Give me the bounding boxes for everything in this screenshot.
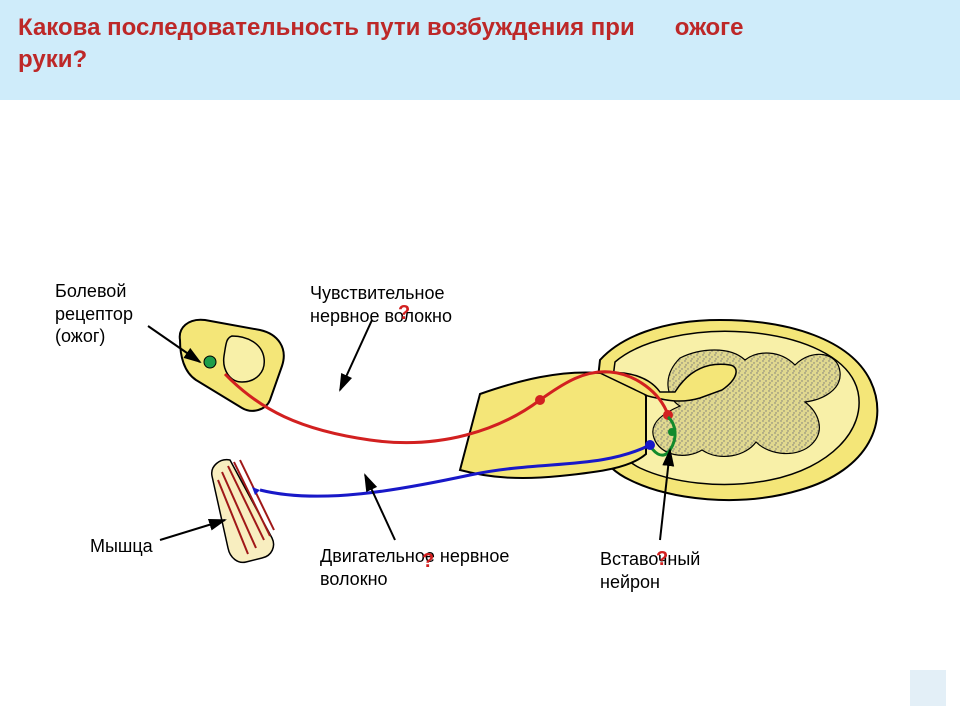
nerve-bundle-sheath: [460, 372, 646, 478]
motor-fiber-label: Двигательное нервное волокно: [320, 545, 520, 590]
muscle: [212, 460, 274, 563]
interneuron-label: Вставочный нейрон: [600, 548, 740, 593]
motor-cell-body: [645, 440, 655, 450]
pain-receptor-dot: [204, 356, 216, 368]
pain-receptor-label: Болевой рецептор (ожог): [55, 280, 133, 348]
muscle-label: Мышца: [90, 535, 153, 558]
motor-fiber-arrow: [365, 475, 395, 540]
muscle-arrow: [160, 520, 225, 540]
sensory-cell-body: [535, 395, 545, 405]
sensory-fiber-label: Чувствительное нервное волокно: [310, 282, 452, 327]
sensory-fiber-arrow: [340, 320, 372, 390]
interneuron-body: [668, 428, 676, 436]
motor-terminal: [252, 487, 260, 495]
nav-next-placeholder[interactable]: [910, 670, 946, 706]
qmark-motor: ?: [422, 550, 434, 573]
fingertip: [180, 320, 284, 411]
qmark-sensory: ?: [398, 302, 410, 325]
reflex-arc-diagram: [0, 0, 960, 720]
qmark-interneuron: ?: [656, 548, 668, 571]
